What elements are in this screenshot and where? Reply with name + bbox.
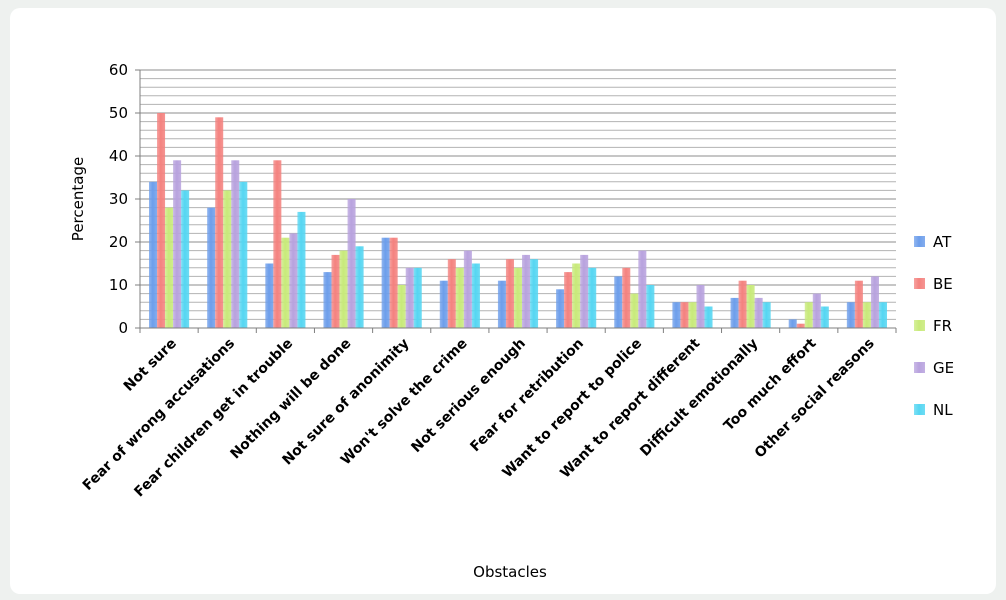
bar-fr bbox=[746, 285, 755, 328]
bar-be bbox=[331, 254, 340, 328]
x-category-label: Fear for retribution bbox=[467, 336, 587, 456]
bar-ge bbox=[754, 297, 763, 328]
x-axis-title: Obstacles bbox=[473, 563, 547, 581]
y-tick-label: 30 bbox=[109, 190, 128, 208]
bar-at bbox=[614, 276, 623, 328]
legend-label-nl: NL bbox=[933, 401, 953, 419]
bar-fr bbox=[397, 285, 406, 328]
y-tick-label: 10 bbox=[109, 276, 128, 294]
x-category-label: Not sure bbox=[121, 336, 180, 395]
x-category-label: Nothing will be done bbox=[228, 336, 355, 463]
y-tick-labels: 0 10 20 30 40 50 60 bbox=[109, 61, 128, 337]
bar-at bbox=[149, 181, 158, 328]
bar-ge bbox=[405, 267, 414, 328]
bar-be bbox=[505, 259, 514, 328]
bar-fr bbox=[804, 302, 813, 328]
bar-at bbox=[439, 280, 448, 328]
legend-label-at: AT bbox=[933, 233, 952, 251]
legend-label-ge: GE bbox=[933, 359, 954, 377]
bar-nl bbox=[239, 181, 248, 328]
bar-at bbox=[497, 280, 506, 328]
bar-nl bbox=[878, 302, 887, 328]
bar-at bbox=[323, 272, 332, 328]
x-category-label: Difficult emotionally bbox=[637, 336, 761, 460]
bar-be bbox=[854, 280, 863, 328]
bar-nl bbox=[588, 267, 597, 328]
y-tick-label: 60 bbox=[109, 61, 128, 79]
bar-fr bbox=[165, 207, 174, 328]
bar-at bbox=[730, 297, 739, 328]
bar-at bbox=[207, 207, 216, 328]
bar-be bbox=[796, 323, 805, 328]
bar-ge bbox=[580, 254, 589, 328]
bar-ge bbox=[231, 160, 240, 328]
bar-be bbox=[215, 117, 224, 328]
bar-be bbox=[680, 302, 689, 328]
bar-nl bbox=[413, 267, 422, 328]
y-axis-title: Percentage bbox=[69, 157, 87, 241]
bar-fr bbox=[513, 267, 523, 328]
legend: AT BE FR GE NL bbox=[914, 233, 954, 419]
bar-fr bbox=[281, 237, 290, 328]
bar-ge bbox=[812, 293, 821, 328]
bar-ge bbox=[870, 276, 879, 328]
bar-at bbox=[788, 319, 797, 328]
bar-fr bbox=[862, 302, 871, 328]
bar-fr bbox=[572, 263, 581, 328]
bar-nl bbox=[530, 259, 539, 328]
bar-be bbox=[622, 267, 631, 328]
bar-ge bbox=[289, 233, 298, 328]
y-tick-label: 20 bbox=[109, 233, 128, 251]
legend-swatch-ge bbox=[914, 362, 925, 373]
bar-ge bbox=[638, 250, 647, 328]
legend-label-fr: FR bbox=[933, 317, 952, 335]
bar-nl bbox=[355, 246, 364, 328]
x-category-label: Not serious enough bbox=[408, 336, 528, 456]
legend-swatch-nl bbox=[914, 404, 925, 415]
bar-fr bbox=[455, 267, 464, 328]
y-tick-label: 50 bbox=[109, 104, 128, 122]
bars bbox=[149, 113, 887, 328]
bar-be bbox=[564, 272, 573, 328]
y-tick-label: 40 bbox=[109, 147, 128, 165]
bar-nl bbox=[762, 302, 771, 328]
bar-ge bbox=[463, 250, 472, 328]
bar-fr bbox=[223, 190, 232, 328]
bar-at bbox=[381, 237, 390, 328]
bar-be bbox=[273, 160, 282, 328]
bar-ge bbox=[173, 160, 182, 328]
bar-nl bbox=[646, 285, 655, 328]
legend-swatch-be bbox=[914, 278, 925, 289]
bar-fr bbox=[688, 302, 697, 328]
bar-nl bbox=[704, 306, 713, 328]
y-tick-label: 0 bbox=[118, 319, 128, 337]
legend-swatch-fr bbox=[914, 320, 925, 331]
bar-ge bbox=[347, 199, 356, 328]
axes bbox=[135, 69, 897, 333]
bar-be bbox=[157, 113, 166, 328]
bar-at bbox=[846, 302, 855, 328]
bar-at bbox=[265, 263, 274, 328]
bar-nl bbox=[820, 306, 829, 328]
bar-fr bbox=[630, 293, 639, 328]
bar-be bbox=[738, 280, 747, 328]
legend-label-be: BE bbox=[933, 275, 953, 293]
bar-fr bbox=[339, 250, 348, 328]
bar-nl bbox=[471, 263, 480, 328]
bar-ge bbox=[522, 254, 531, 328]
bar-be bbox=[447, 259, 456, 328]
bar-be bbox=[389, 237, 398, 328]
bar-nl bbox=[181, 190, 190, 328]
bar-at bbox=[556, 289, 565, 328]
x-category-label: Other social reasons bbox=[752, 336, 878, 462]
bar-at bbox=[672, 302, 681, 328]
bar-ge bbox=[696, 285, 705, 328]
legend-swatch-at bbox=[914, 236, 925, 247]
bar-nl bbox=[297, 211, 306, 328]
